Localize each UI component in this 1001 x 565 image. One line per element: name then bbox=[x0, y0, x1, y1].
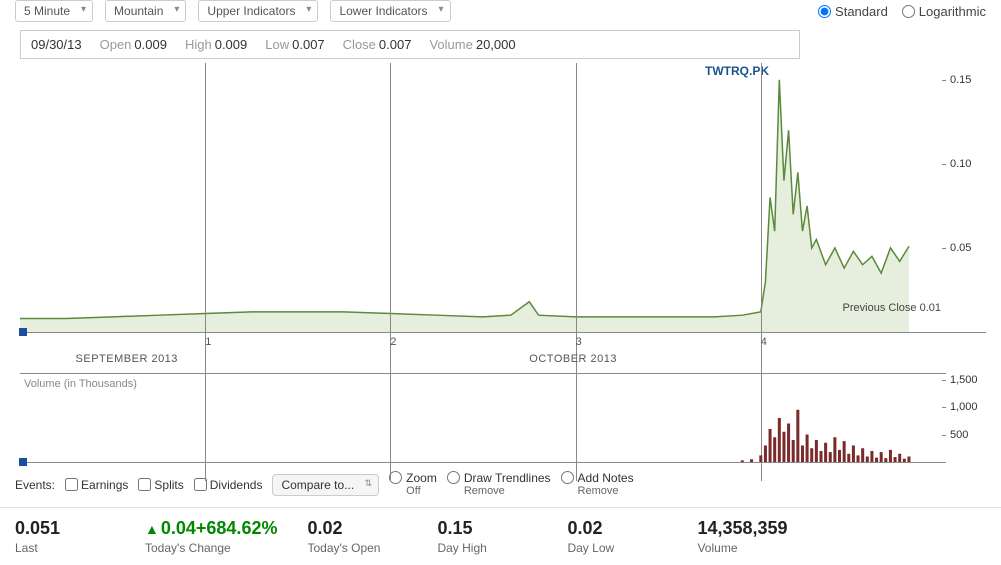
earnings-checkbox[interactable]: Earnings bbox=[65, 478, 128, 492]
summary-high: 0.15Day High bbox=[437, 518, 537, 555]
dividends-checkbox[interactable]: Dividends bbox=[194, 478, 263, 492]
summary-volume: 14,358,359Volume bbox=[697, 518, 797, 555]
lower-indicators-dropdown[interactable]: Lower Indicators bbox=[330, 0, 450, 22]
ohlc-high: High0.009 bbox=[185, 37, 247, 52]
chart-type-dropdown[interactable]: Mountain bbox=[105, 0, 186, 22]
summary-bar: 0.051Last ▲0.04+684.62%Today's Change 0.… bbox=[0, 508, 1001, 565]
events-bar: Events: Earnings Splits Dividends Compar… bbox=[0, 463, 1001, 508]
up-arrow-icon: ▲ bbox=[145, 521, 159, 537]
upper-indicators-dropdown[interactable]: Upper Indicators bbox=[198, 0, 318, 22]
notes-tool[interactable]: Add NotesRemove bbox=[561, 471, 634, 499]
price-chart[interactable]: 0.050.100.15 Previous Close 0.01 bbox=[20, 63, 986, 333]
ohlc-open: Open0.009 bbox=[100, 37, 167, 52]
zoom-tool[interactable]: ZoomOff bbox=[389, 471, 437, 499]
volume-label: Volume (in Thousands) bbox=[24, 378, 137, 390]
splits-checkbox[interactable]: Splits bbox=[138, 478, 183, 492]
chart-container: 5 Minute Mountain Upper Indicators Lower… bbox=[0, 0, 1001, 565]
previous-close-label: Previous Close 0.01 bbox=[843, 302, 941, 314]
interval-dropdown[interactable]: 5 Minute bbox=[15, 0, 93, 22]
ohlc-volume: Volume20,000 bbox=[429, 37, 515, 52]
top-toolbar: 5 Minute Mountain Upper Indicators Lower… bbox=[0, 0, 1001, 30]
scale-log-radio[interactable]: Logarithmic bbox=[902, 4, 986, 19]
scale-radio-group: Standard Logarithmic bbox=[818, 4, 986, 19]
volume-chart[interactable]: Volume (in Thousands) 5001,0001,500 bbox=[20, 373, 946, 463]
volume-y-axis: 5001,0001,500 bbox=[946, 374, 986, 462]
summary-change: ▲0.04+684.62%Today's Change bbox=[145, 518, 277, 555]
summary-low: 0.02Day Low bbox=[567, 518, 667, 555]
summary-open: 0.02Today's Open bbox=[307, 518, 407, 555]
ohlc-bar: 09/30/13 Open0.009 High0.009 Low0.007 Cl… bbox=[20, 30, 800, 59]
chart-area: TWTRQ.PK 0.050.100.15 Previous Close 0.0… bbox=[20, 63, 986, 463]
price-y-axis: 0.050.100.15 bbox=[946, 63, 986, 332]
trendlines-tool[interactable]: Draw TrendlinesRemove bbox=[447, 471, 551, 499]
summary-last: 0.051Last bbox=[15, 518, 115, 555]
compare-dropdown[interactable]: Compare to... bbox=[272, 474, 379, 496]
scale-standard-radio[interactable]: Standard bbox=[818, 4, 888, 19]
ohlc-date: 09/30/13 bbox=[31, 37, 82, 52]
chart-marker-icon bbox=[19, 458, 27, 466]
events-label: Events: bbox=[15, 478, 55, 492]
ohlc-close: Close0.007 bbox=[343, 37, 412, 52]
x-axis: 1234SEPTEMBER 2013OCTOBER 2013 bbox=[20, 333, 946, 373]
ohlc-low: Low0.007 bbox=[265, 37, 324, 52]
